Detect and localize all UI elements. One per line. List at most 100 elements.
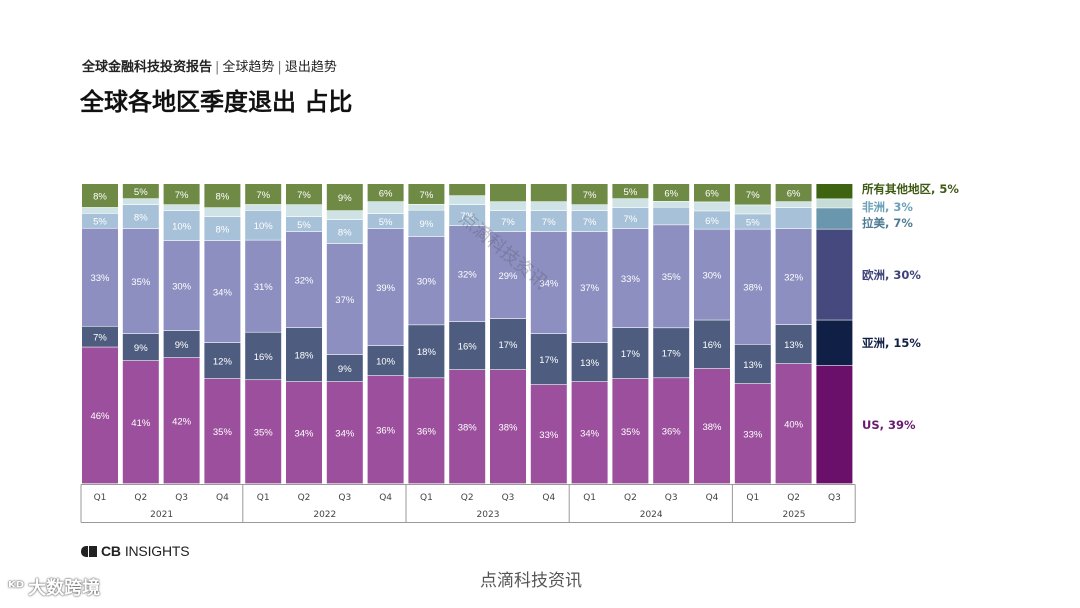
- data-label: 13%: [743, 360, 763, 371]
- x-tick-label: Q2: [624, 493, 637, 503]
- bar-segment-latam: [694, 211, 730, 229]
- bar-segment-latam: [734, 214, 771, 229]
- data-label: 7%: [746, 190, 760, 201]
- bar-segment-africa: [367, 202, 404, 214]
- data-label: 6%: [379, 189, 393, 200]
- bar-segment-asia: [367, 346, 404, 376]
- bar-segment-latam: [286, 217, 322, 232]
- data-label: 8%: [93, 191, 107, 202]
- bar-segment-latam: [82, 213, 118, 228]
- x-tick-label: Q1: [420, 493, 433, 503]
- bar-segment-europe: [571, 232, 608, 343]
- data-label: 9%: [175, 340, 189, 351]
- bar-segment-europe: [163, 241, 200, 331]
- data-label: 13%: [784, 340, 804, 351]
- bar-segment-africa: [490, 202, 526, 211]
- bar-segment-europe: [245, 240, 282, 332]
- legend-item: 所有其他地区, 5%: [862, 182, 959, 196]
- data-label: 5%: [134, 187, 148, 198]
- data-label: 33%: [621, 274, 641, 285]
- bar-segment-asia: [775, 325, 812, 364]
- bar-segment-asia: [449, 322, 486, 370]
- data-label: 5%: [297, 220, 311, 231]
- x-tick-label: Q2: [298, 493, 311, 503]
- data-label: 33%: [90, 273, 110, 284]
- data-label: 38%: [743, 283, 763, 294]
- bar-segment-other: [408, 184, 445, 204]
- bar-segment-asia: [82, 326, 118, 347]
- bar-segment-europe: [816, 229, 853, 320]
- data-label: 8%: [134, 213, 148, 224]
- data-label: 40%: [784, 420, 804, 431]
- x-tick-label: Q4: [542, 493, 555, 503]
- data-label: 37%: [580, 283, 600, 294]
- breadcrumb-separator: |: [277, 60, 282, 75]
- year-label: 2021: [150, 510, 173, 520]
- bar-segment-other: [653, 184, 690, 202]
- bar-segment-us: [245, 380, 282, 484]
- bar-segment-africa: [612, 199, 649, 208]
- bar-segment-other: [326, 184, 363, 211]
- data-label: 29%: [498, 271, 518, 282]
- bar-segment-europe: [775, 229, 812, 325]
- data-label: 7%: [297, 190, 311, 201]
- data-label: 30%: [172, 282, 192, 293]
- bar-segment-africa: [122, 199, 159, 205]
- data-label: 9%: [420, 219, 434, 230]
- bar-segment-asia: [612, 328, 649, 379]
- data-label: 39%: [376, 283, 396, 294]
- data-label: 7%: [256, 190, 270, 201]
- bar-segment-latam: [326, 220, 363, 244]
- data-label: 36%: [662, 427, 682, 438]
- bar-segment-africa: [653, 201, 690, 207]
- data-label: 7%: [583, 190, 597, 201]
- bar-segment-europe: [408, 236, 445, 325]
- breadcrumb-separator: |: [215, 60, 220, 75]
- bar-segment-europe: [204, 241, 241, 343]
- data-label: 18%: [417, 347, 437, 358]
- bar-segment-latam: [490, 211, 526, 232]
- bar-segment-us: [122, 361, 159, 484]
- data-label: 38%: [458, 423, 478, 434]
- bar-segment-other: [775, 184, 812, 202]
- bar-segment-other: [694, 184, 730, 202]
- data-label: 10%: [254, 221, 274, 232]
- page-title: 全球各地区季度退出 占比: [80, 88, 353, 116]
- data-label: 17%: [498, 340, 518, 351]
- data-label: 5%: [746, 217, 760, 228]
- x-tick-label: Q3: [338, 493, 351, 503]
- bar-segment-europe: [122, 229, 159, 334]
- bar-segment-us: [163, 358, 200, 484]
- bar-segment-us: [734, 384, 771, 484]
- data-label: 5%: [624, 187, 638, 198]
- bar-segment-asia: [286, 328, 322, 382]
- x-tick-label: Q1: [94, 493, 107, 503]
- x-tick-label: Q2: [787, 493, 800, 503]
- bar-segment-africa: [816, 199, 853, 208]
- bar-segment-africa: [530, 202, 567, 211]
- bar-segment-africa: [163, 205, 200, 211]
- bar-segment-africa: [326, 211, 363, 220]
- bar-segment-us: [653, 378, 690, 484]
- bar-segment-europe: [449, 226, 486, 322]
- data-label: 33%: [743, 430, 763, 441]
- bar-segment-latam: [653, 207, 690, 225]
- bar-segment-latam: [122, 205, 159, 229]
- legend-item: 亚洲, 15%: [862, 336, 921, 350]
- data-label: 7%: [93, 332, 107, 343]
- legend-item: 非洲, 3%: [862, 200, 913, 214]
- year-label: 2023: [477, 510, 500, 520]
- data-label: 5%: [93, 217, 107, 228]
- bar-segment-latam: [816, 208, 853, 229]
- x-tick-label: Q4: [379, 493, 392, 503]
- bar-segment-africa: [286, 205, 322, 217]
- bar-segment-other: [286, 184, 322, 205]
- bar-segment-europe: [653, 225, 690, 328]
- bar-segment-asia: [204, 343, 241, 379]
- bar-segment-us: [82, 347, 118, 484]
- data-label: 7%: [583, 217, 597, 228]
- legend-item: US, 39%: [862, 418, 916, 432]
- data-label: 38%: [498, 423, 518, 434]
- bar-segment-asia: [408, 325, 445, 378]
